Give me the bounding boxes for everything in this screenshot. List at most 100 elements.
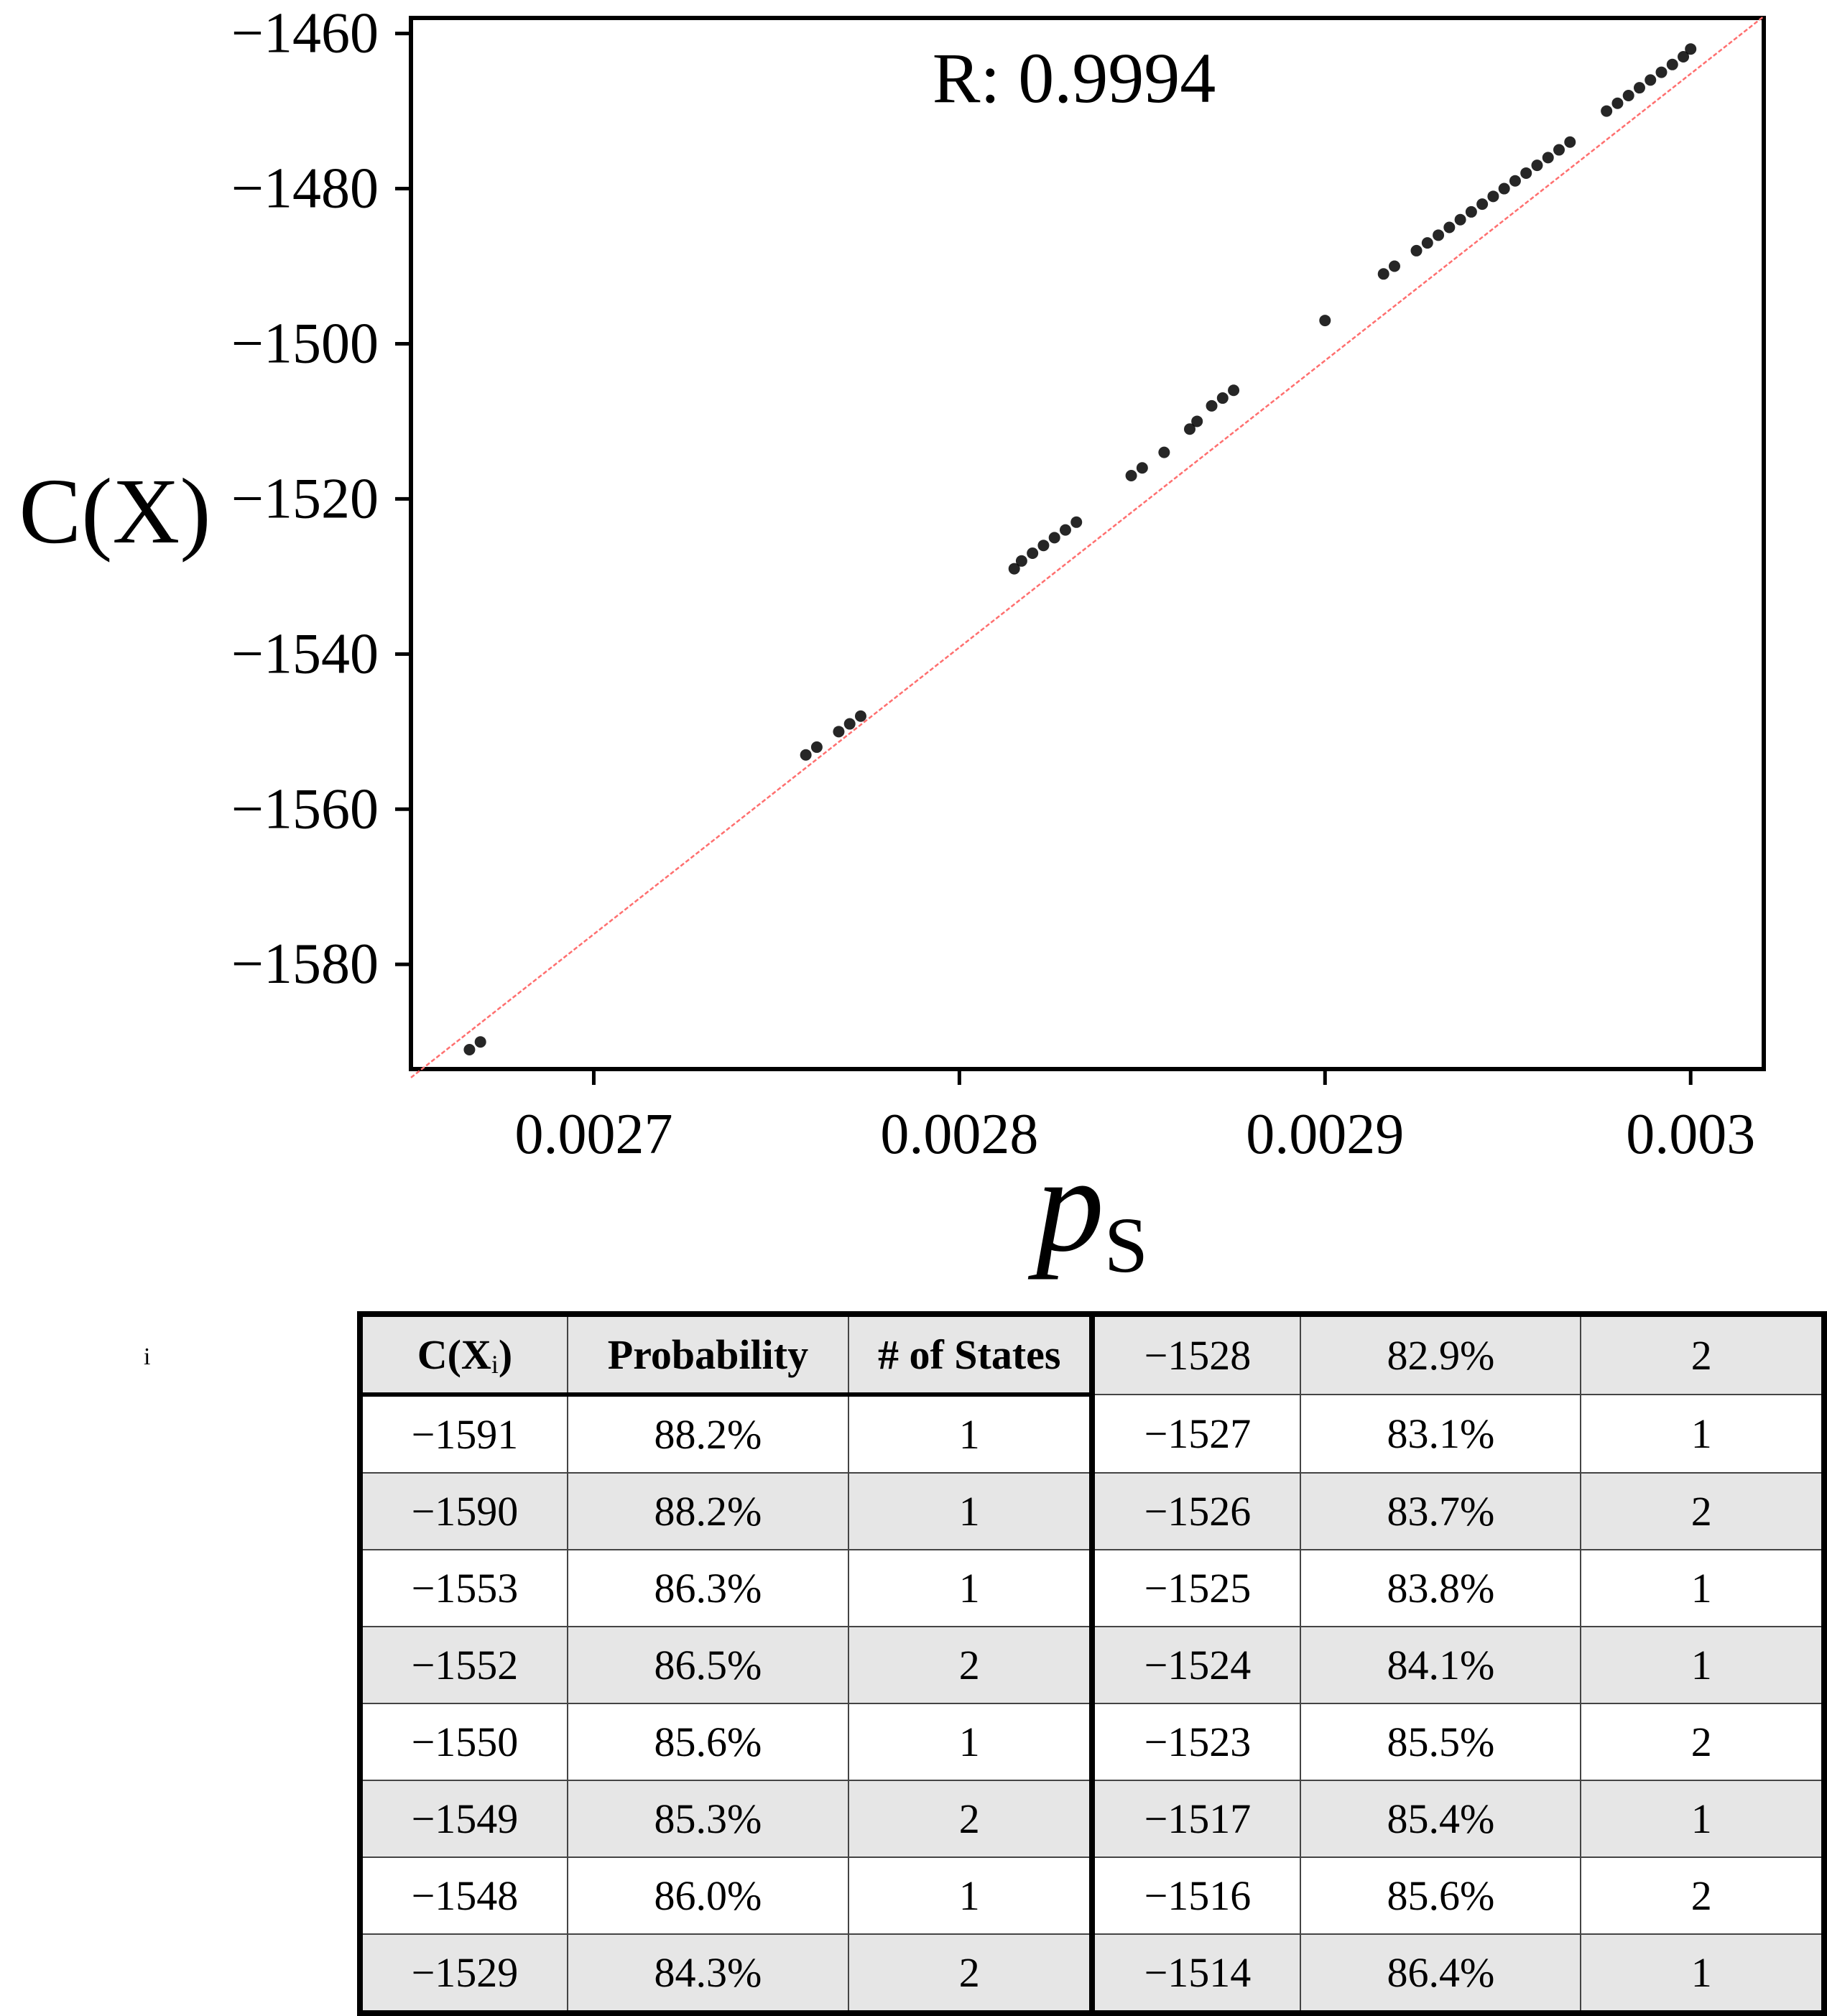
y-tick-label: −1480 <box>231 157 379 221</box>
data-point <box>1191 415 1203 427</box>
cell-probability: 85.6% <box>1300 1857 1582 1935</box>
y-tick-label: −1500 <box>231 312 379 375</box>
cell-probability: 83.8% <box>1300 1549 1582 1627</box>
cell-cx: −1523 <box>1089 1703 1302 1781</box>
cell-states: 2 <box>847 1933 1093 2014</box>
data-point <box>463 1044 476 1056</box>
r-annotation: R: 0.9994 <box>933 38 1216 118</box>
cell-probability: 85.3% <box>566 1780 850 1858</box>
data-point <box>1531 159 1543 172</box>
cell-cx: −1524 <box>1089 1626 1302 1704</box>
table-row: −1548 86.0% 1 −1516 85.6% 2 <box>359 1857 1825 1935</box>
cell-probability: 85.5% <box>1300 1703 1582 1781</box>
data-point <box>1666 58 1678 70</box>
data-point <box>1158 446 1170 458</box>
data-point <box>1465 205 1477 218</box>
data-point <box>1136 462 1148 474</box>
data-point <box>1685 43 1697 55</box>
cell-probability: 88.2% <box>566 1472 850 1550</box>
x-tick-label: 0.003 <box>1626 1103 1755 1166</box>
cell-states: 1 <box>847 1472 1093 1550</box>
cell-cx: −1529 <box>359 1933 568 2014</box>
data-point <box>1611 97 1624 109</box>
cell-states: 2 <box>847 1780 1093 1858</box>
header-cx-subscript: i <box>491 1349 499 1379</box>
table-row: −1590 88.2% 1 −1526 83.7% 2 <box>359 1472 1825 1550</box>
data-point <box>1476 198 1489 211</box>
table-row: C(Xi) Probability # of States −1528 82.9% 2 <box>359 1313 1825 1397</box>
y-tick-label: −1580 <box>231 933 379 996</box>
table-row: −1550 85.6% 1 −1523 85.5% 2 <box>359 1703 1825 1781</box>
y-tick-label: −1520 <box>231 467 379 530</box>
cell-probability: 84.1% <box>1300 1626 1582 1704</box>
cell-cx: −1526 <box>1089 1472 1302 1550</box>
table-row: −1529 84.3% 2 −1514 86.4% 1 <box>359 1933 1825 2014</box>
data-table: C(Xi) Probability # of States −1528 82.9% 2 −1… <box>357 1311 1827 2016</box>
data-point <box>843 718 856 730</box>
cell-states: 1 <box>1580 1626 1825 1704</box>
data-point <box>1542 152 1554 164</box>
data-point <box>1216 392 1229 404</box>
cell-probability: 86.0% <box>566 1857 850 1935</box>
data-point <box>1601 105 1613 117</box>
cell-cx: −1550 <box>359 1703 568 1781</box>
cell-states: 1 <box>847 1549 1093 1627</box>
data-point <box>833 726 845 738</box>
data-point <box>1377 268 1389 280</box>
data-point <box>1048 532 1060 544</box>
cell-probability: 85.4% <box>1300 1780 1582 1858</box>
data-point <box>1443 221 1456 233</box>
data-point <box>1183 423 1195 435</box>
table-row: −1591 88.2% 1 −1527 83.1% 1 <box>359 1394 1825 1474</box>
y-tick-label: −1540 <box>231 622 379 685</box>
cell-cx: −1528 <box>1089 1313 1302 1395</box>
cell-probability: 83.7% <box>1300 1472 1582 1550</box>
cell-cx: −1525 <box>1089 1549 1302 1627</box>
header-states: # of States <box>847 1313 1093 1397</box>
cell-cx: −1548 <box>359 1857 568 1935</box>
stray-mark: i <box>144 1344 151 1370</box>
data-point <box>1125 470 1137 482</box>
data-point <box>1433 229 1445 241</box>
data-point <box>1454 213 1466 226</box>
cell-probability: 82.9% <box>1300 1313 1582 1395</box>
data-point <box>1037 540 1050 552</box>
data-point <box>1008 563 1020 575</box>
cell-probability: 86.5% <box>566 1626 850 1704</box>
cell-probability: 86.3% <box>566 1549 850 1627</box>
cell-probability: 86.4% <box>1300 1933 1582 2014</box>
data-point <box>1509 175 1521 187</box>
cell-cx: −1514 <box>1089 1933 1302 2014</box>
data-point <box>1645 74 1657 86</box>
header-cx: C(Xi) <box>359 1313 568 1397</box>
cell-states: 1 <box>847 1394 1093 1474</box>
data-point <box>1410 244 1423 256</box>
y-axis-label: C(X) <box>19 460 211 563</box>
x-axis-label-sub: S <box>1104 1201 1148 1289</box>
x-axis-label: pS <box>1027 1129 1148 1289</box>
cell-states: 2 <box>847 1626 1093 1704</box>
data-point <box>1059 524 1071 536</box>
cell-states: 1 <box>847 1857 1093 1935</box>
cell-probability: 85.6% <box>566 1703 850 1781</box>
cell-states: 1 <box>1580 1933 1825 2014</box>
cell-states: 1 <box>847 1703 1093 1781</box>
cell-cx: −1590 <box>359 1472 568 1550</box>
fit-line <box>410 15 1764 1078</box>
x-axis-label-main: p <box>1027 1129 1104 1280</box>
plot-frame <box>409 16 1766 1071</box>
data-point <box>1070 516 1083 528</box>
data-point <box>1678 50 1690 63</box>
data-point <box>1421 237 1433 249</box>
x-axis-ticks: 0.0027 0.0028 0.0029 0.003 <box>514 1069 1755 1166</box>
cell-states: 2 <box>1580 1857 1825 1935</box>
y-tick-label: −1460 <box>231 2 379 65</box>
cell-probability: 84.3% <box>566 1933 850 2014</box>
y-tick-label: −1560 <box>231 777 379 841</box>
data-point <box>1388 260 1400 272</box>
data-point <box>810 741 823 753</box>
header-probability: Probability <box>566 1313 850 1397</box>
x-tick-label: 0.0029 <box>1246 1103 1404 1166</box>
data-point <box>1487 190 1499 203</box>
cell-probability: 83.1% <box>1300 1394 1582 1474</box>
